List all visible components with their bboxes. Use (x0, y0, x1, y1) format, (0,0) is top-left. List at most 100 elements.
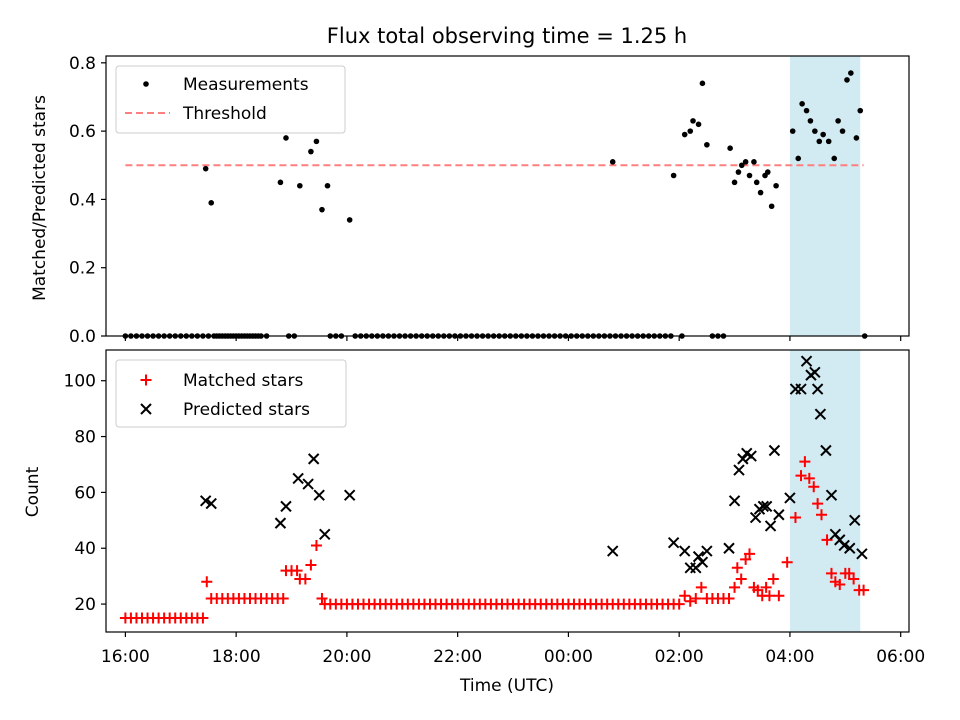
matched-star-marker (277, 592, 289, 604)
measurement-point (735, 169, 742, 175)
x-tick-label: 04:00 (765, 647, 814, 667)
predicted-star-marker (692, 550, 705, 563)
ratio-y-axis-label: Matched/Predicted stars (30, 95, 50, 301)
measurement-point (848, 70, 854, 76)
x-tick-label: 06:00 (876, 647, 925, 667)
legend-threshold-label: Threshold (182, 104, 267, 124)
measurement-point (609, 159, 616, 165)
count-panel: 20 40 60 80 100 16:00 18:00 20:00 22:00 00:00 02:0… (23, 349, 925, 696)
y-tick-label: 0.0 (69, 327, 96, 347)
measurement-point (670, 172, 677, 179)
matched-star-marker (299, 573, 311, 585)
measurement-point (319, 206, 325, 213)
measurement-point (208, 200, 215, 206)
count-y-axis-label: Count (23, 466, 43, 517)
ratio-legend: Measurements Threshold (115, 65, 346, 134)
ratio-axes: 0.0 0.2 0.4 0.6 0.8 (69, 54, 910, 347)
predicted-star-marker (849, 514, 861, 527)
x-tick-label: 00:00 (544, 647, 593, 667)
predicted-star-marker (745, 450, 757, 462)
predicted-star-marker (313, 489, 325, 501)
predicted-star-marker (760, 500, 773, 513)
matched-star-marker (858, 584, 870, 596)
predicted-star-marker (749, 511, 762, 524)
measurement-point (768, 203, 775, 210)
matched-star-marker (735, 573, 747, 585)
predicted-star-marker (844, 542, 856, 554)
highlight-span (789, 56, 861, 336)
matched-star-marker (723, 592, 735, 604)
predicted-star-marker (757, 500, 770, 513)
measurement-point (308, 148, 314, 155)
matched-star-marker (679, 590, 691, 602)
highlight-span (789, 350, 861, 632)
matched-star-marker (821, 534, 833, 546)
measurement-point (704, 141, 710, 148)
measurement-point (831, 155, 838, 162)
predicted-star-marker (684, 562, 696, 574)
matched-star-marker (825, 567, 837, 579)
measurement-point (746, 172, 753, 179)
legend-matched-label: Matched stars (183, 371, 303, 391)
y-tick-label: 20 (74, 595, 96, 615)
y-tick-label: 0.2 (69, 259, 96, 279)
matched-star-marker (731, 562, 743, 574)
matched-star-marker (843, 567, 855, 579)
matched-star-marker (305, 559, 317, 571)
observing-window-highlight (789, 350, 861, 632)
count-legend: Matched stars Predicted stars (115, 359, 347, 428)
axes-frame (105, 349, 910, 633)
measurement-point (816, 138, 823, 145)
matched-star-marker (729, 581, 741, 593)
measurement-point (727, 145, 733, 151)
y-tick-label: 0.8 (69, 54, 96, 74)
measurement-point (820, 131, 826, 138)
matched-star-marker (789, 512, 801, 524)
predicted-star-marker (679, 545, 691, 557)
matched-star-marker (834, 579, 846, 591)
measurement-point (751, 159, 757, 165)
predicted-star-marker (199, 495, 212, 507)
measurement-point (695, 121, 702, 128)
measurement-point (681, 131, 688, 138)
matched-star-marker (201, 576, 213, 588)
measurement-point (799, 101, 805, 107)
measurement-point (699, 80, 706, 87)
y-tick-label: 0.6 (69, 122, 96, 142)
legend-predicted-marker (140, 403, 152, 415)
predicted-star-marker (764, 520, 777, 532)
legend-measurement-marker (143, 81, 149, 87)
matched-star-marker (781, 556, 793, 568)
matched-star-marker (848, 573, 860, 585)
measurement-point (738, 162, 745, 169)
predicted-star-marker (667, 536, 680, 549)
predicted-star-marker (607, 545, 619, 557)
matched-star-marker (684, 595, 696, 607)
matched-star-marker (740, 553, 752, 565)
matched-star-marker (673, 598, 685, 610)
y-tick-label: 60 (74, 483, 96, 503)
measurement-point (773, 182, 779, 189)
measurement-point (764, 169, 771, 175)
predicted-star-marker (723, 542, 735, 554)
x-axis-label: Time (UTC) (459, 676, 554, 696)
predicted-star-marker (733, 464, 745, 476)
measurement-point (313, 138, 320, 145)
matched-star-marker (310, 539, 322, 551)
count-axes: 20 40 60 80 100 16:00 18:00 20:00 22:00 00:00 02:0… (64, 349, 925, 667)
legend-predicted-label: Predicted stars (183, 400, 310, 420)
count-legend-box (115, 359, 347, 428)
measurement-point (812, 128, 818, 134)
y-tick-label: 40 (74, 539, 96, 559)
measurement-point (346, 217, 353, 223)
predicted-star-marker (728, 495, 741, 507)
measurement-point (803, 107, 810, 114)
matched-star-marker (808, 481, 820, 493)
measurement-point (844, 77, 850, 83)
predicted-star-marker (838, 539, 850, 552)
matched-star-marker (695, 581, 707, 593)
legend-measurements-label: Measurements (183, 75, 309, 95)
measurement-point (835, 118, 841, 124)
predicted-star-marker (768, 444, 781, 457)
measurement-point (324, 182, 331, 189)
